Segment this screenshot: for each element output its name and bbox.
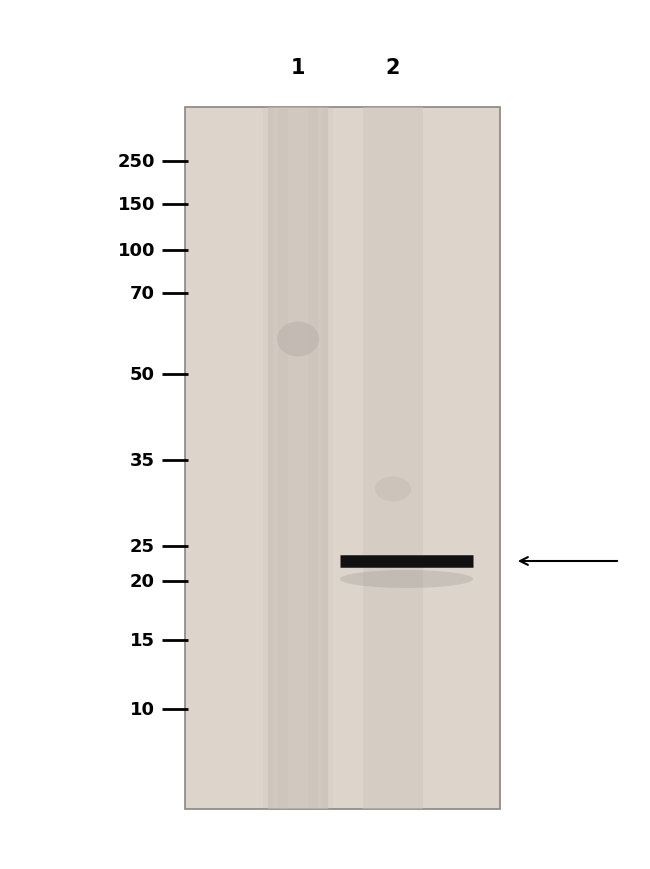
- Bar: [308, 108, 318, 809]
- Text: 10: 10: [130, 700, 155, 718]
- Bar: [278, 108, 288, 809]
- Bar: [268, 108, 328, 809]
- Text: 1: 1: [291, 58, 306, 78]
- Text: 25: 25: [130, 537, 155, 555]
- Text: 15: 15: [130, 631, 155, 649]
- Ellipse shape: [340, 570, 473, 588]
- Ellipse shape: [375, 477, 411, 502]
- Bar: [323, 108, 333, 809]
- Text: 20: 20: [130, 573, 155, 590]
- Text: 250: 250: [118, 153, 155, 171]
- Bar: [363, 108, 423, 809]
- Bar: [263, 108, 273, 809]
- Text: 2: 2: [385, 58, 400, 78]
- Text: 100: 100: [118, 242, 155, 260]
- Text: 70: 70: [130, 285, 155, 302]
- Bar: [185, 108, 500, 809]
- Ellipse shape: [277, 322, 319, 357]
- Text: 35: 35: [130, 452, 155, 469]
- Text: 150: 150: [118, 196, 155, 214]
- Text: 50: 50: [130, 366, 155, 383]
